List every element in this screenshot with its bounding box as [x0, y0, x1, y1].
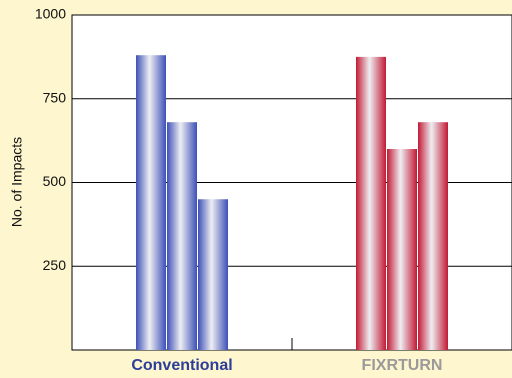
y-tick-label: 1000	[35, 6, 66, 22]
bar	[356, 56, 386, 350]
x-tick-label: FIXRTURN	[362, 357, 443, 374]
x-tick-label: Conventional	[131, 357, 232, 374]
bar	[167, 122, 197, 350]
y-tick-label: 500	[43, 173, 67, 189]
bar	[418, 122, 448, 350]
y-tick-label: 250	[43, 257, 67, 273]
bar	[387, 149, 417, 350]
y-axis-label: No. of Impacts	[9, 137, 25, 227]
bar	[198, 199, 228, 350]
y-tick-label: 750	[43, 89, 67, 105]
bar	[136, 55, 166, 350]
